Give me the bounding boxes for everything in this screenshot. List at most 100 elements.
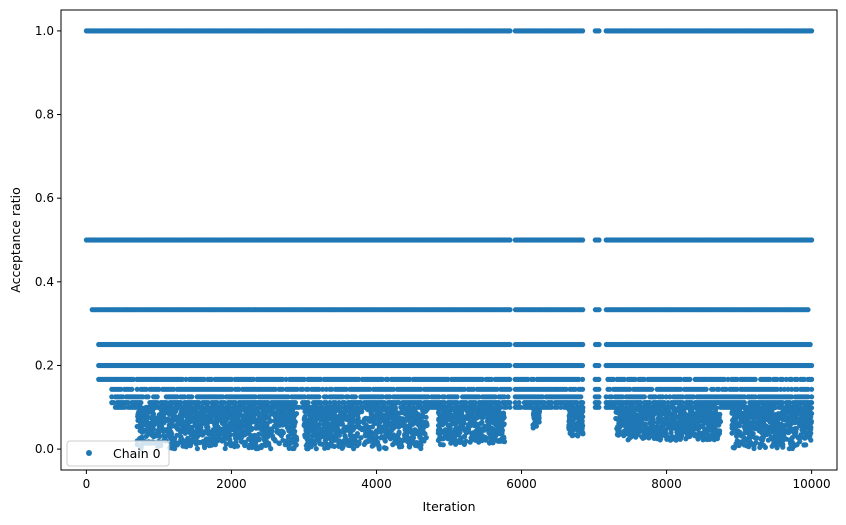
data-point bbox=[507, 307, 513, 313]
data-point bbox=[596, 362, 602, 369]
data-point bbox=[242, 431, 249, 437]
data-point bbox=[246, 423, 252, 429]
data-point bbox=[580, 307, 586, 313]
data-point bbox=[580, 28, 586, 34]
data-point bbox=[221, 437, 227, 443]
data-point bbox=[280, 430, 286, 436]
data-point bbox=[309, 437, 315, 443]
data-point bbox=[285, 412, 291, 418]
data-point bbox=[357, 419, 363, 425]
data-point bbox=[413, 440, 419, 446]
data-point bbox=[247, 406, 253, 412]
data-point bbox=[227, 441, 233, 447]
data-point bbox=[809, 394, 815, 400]
data-point bbox=[162, 405, 168, 411]
data-point bbox=[809, 237, 815, 243]
data-point bbox=[580, 400, 586, 406]
data-point bbox=[291, 431, 297, 437]
data-point bbox=[580, 341, 586, 348]
data-point bbox=[336, 405, 342, 411]
data-point bbox=[507, 404, 513, 410]
data-point bbox=[268, 446, 274, 452]
data-point bbox=[454, 394, 460, 400]
data-point bbox=[220, 406, 226, 412]
data-point bbox=[284, 416, 290, 422]
data-point bbox=[507, 376, 513, 382]
data-point bbox=[409, 416, 415, 423]
data-point bbox=[179, 417, 185, 423]
data-point bbox=[194, 405, 200, 411]
data-point bbox=[516, 400, 522, 406]
data-point bbox=[596, 341, 602, 348]
data-point bbox=[596, 394, 602, 400]
data-point bbox=[189, 408, 195, 414]
data-point bbox=[261, 431, 267, 437]
data-point bbox=[807, 341, 813, 348]
data-point bbox=[257, 411, 264, 417]
data-point bbox=[396, 429, 402, 435]
data-point bbox=[596, 28, 602, 34]
data-point bbox=[208, 408, 214, 414]
data-point bbox=[138, 400, 144, 406]
data-point bbox=[507, 386, 513, 392]
data-point bbox=[388, 436, 394, 442]
data-point bbox=[741, 400, 748, 406]
data-point bbox=[809, 376, 815, 382]
data-point bbox=[596, 386, 602, 392]
data-point bbox=[184, 417, 190, 423]
data-point bbox=[596, 376, 602, 382]
data-point bbox=[232, 413, 238, 419]
data-point bbox=[314, 434, 321, 440]
data-point bbox=[250, 417, 256, 423]
data-point bbox=[322, 445, 328, 451]
data-point bbox=[214, 416, 220, 422]
data-point bbox=[505, 394, 511, 400]
data-point bbox=[507, 341, 513, 348]
data-point bbox=[172, 446, 178, 452]
plot-frame bbox=[60, 9, 838, 471]
data-point bbox=[188, 431, 194, 437]
data-point bbox=[809, 362, 815, 369]
data-point bbox=[275, 414, 281, 420]
data-point bbox=[255, 425, 262, 431]
data-point bbox=[293, 442, 299, 448]
data-point bbox=[136, 411, 142, 417]
data-point bbox=[150, 425, 156, 431]
data-point bbox=[194, 446, 200, 452]
data-point bbox=[282, 442, 288, 448]
data-point bbox=[175, 440, 181, 446]
data-point bbox=[269, 428, 275, 434]
data-point bbox=[150, 410, 156, 416]
data-point bbox=[507, 362, 513, 369]
data-point bbox=[355, 412, 361, 418]
data-point bbox=[318, 404, 324, 410]
data-point bbox=[143, 433, 149, 439]
data-point bbox=[396, 444, 403, 450]
data-point bbox=[305, 400, 311, 406]
data-point bbox=[169, 420, 175, 426]
data-point bbox=[276, 440, 282, 447]
data-point bbox=[267, 418, 273, 424]
data-point bbox=[274, 404, 281, 410]
data-point bbox=[174, 417, 180, 424]
data-point bbox=[313, 446, 319, 452]
data-point bbox=[165, 432, 171, 438]
data-point bbox=[263, 442, 269, 448]
data-point bbox=[752, 376, 758, 382]
data-point bbox=[649, 386, 655, 392]
data-point bbox=[580, 237, 586, 243]
data-point bbox=[252, 409, 259, 415]
data-point bbox=[222, 445, 228, 452]
data-point bbox=[211, 427, 217, 433]
data-point bbox=[209, 442, 215, 448]
data-point bbox=[391, 404, 397, 410]
data-point bbox=[292, 421, 298, 427]
data-point bbox=[227, 437, 233, 443]
data-point bbox=[220, 421, 226, 427]
data-point bbox=[237, 410, 243, 416]
data-point bbox=[809, 28, 815, 34]
data-point bbox=[154, 394, 160, 400]
data-point bbox=[331, 405, 337, 411]
data-point bbox=[381, 428, 387, 434]
data-point bbox=[158, 418, 164, 424]
